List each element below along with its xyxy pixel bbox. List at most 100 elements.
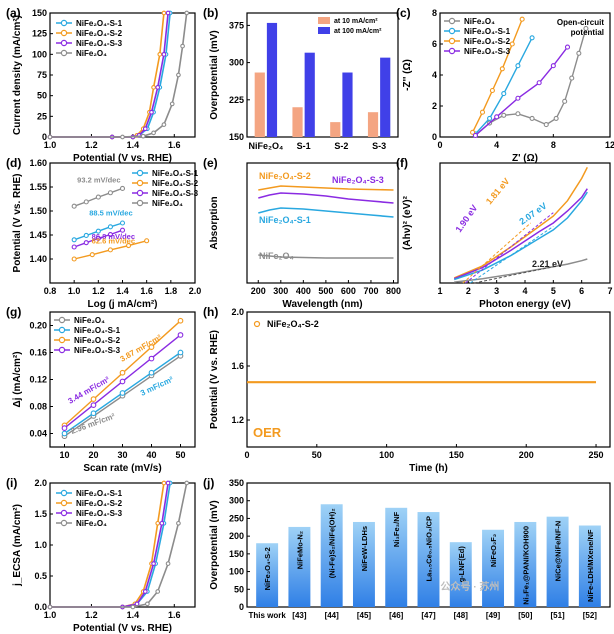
panel-label-f: (f) [396, 156, 408, 170]
legend-marker [58, 346, 66, 354]
x-tick-label: 250 [589, 450, 604, 460]
series-point [148, 369, 155, 376]
panel-label-c: (c) [396, 6, 411, 20]
x-axis-label: Wavelength (nm) [282, 299, 362, 310]
legend-marker [448, 27, 456, 35]
x-tick-label: 5 [551, 286, 556, 296]
series-point [165, 561, 171, 566]
series-point [161, 122, 167, 127]
bar-at 10 mA/cm² [292, 107, 303, 137]
x-ref-label: [50] [518, 611, 533, 620]
panel-label-a: (a) [6, 6, 21, 20]
bar-comparison [385, 507, 408, 607]
legend-marker [58, 326, 66, 334]
series-point [501, 112, 507, 118]
x-axis-label: Photon energy (eV) [479, 299, 571, 310]
x-tick-label: 50 [175, 450, 185, 460]
panel-label-e: (e) [203, 156, 218, 170]
x-tick-label: 4 [522, 286, 527, 296]
bar-at 10 mA/cm² [367, 112, 379, 137]
legend-marker [60, 519, 68, 527]
series-line-NiFe₂O₄-S-1 [258, 207, 394, 218]
bar-at 100 mA/cm² [266, 22, 278, 138]
y-tick-label: 150 [32, 8, 47, 18]
legend-marker [136, 179, 144, 187]
legend-label: NiFe₂O₄-S-3 [464, 47, 511, 56]
panel-label-h: (h) [203, 305, 218, 319]
legend-label: NiFe₂O₄ [152, 199, 183, 208]
series-point [562, 98, 568, 104]
tauc-tangent [474, 266, 554, 284]
series-point [553, 115, 559, 121]
x-tick-label: 30 [117, 450, 127, 460]
y-tick-label: 0.16 [29, 348, 47, 358]
x-tick-label: 6 [579, 286, 584, 296]
series-point [107, 224, 113, 230]
legend-label: NiFe₂O₄-S-2 [76, 29, 123, 38]
series-label: NiFe₂O₄-S-2 [259, 171, 311, 181]
band-gap-label: 2.21 eV [532, 259, 563, 269]
series-point [501, 91, 507, 97]
legend-label: at 100 mA/cm² [334, 28, 382, 35]
x-tick-label: 0 [244, 450, 249, 460]
tauc-tangent [470, 225, 554, 284]
x-tick-label: 300 [273, 286, 288, 296]
y-tick-label: 6 [432, 39, 437, 49]
x-ref-label: [44] [325, 611, 340, 620]
y-axis-label: Potential (V vs. RHE) [209, 330, 220, 429]
panel-frame-a [49, 12, 196, 138]
y-axis-label: Potential (V vs. RHE) [12, 174, 23, 273]
y-tick-label: 150 [229, 549, 244, 559]
series-point [142, 589, 148, 594]
y-tick-label: 1.5 [34, 509, 47, 519]
legend-marker [136, 169, 144, 177]
series-point [89, 252, 95, 258]
legend-marker [58, 316, 66, 324]
x-tick-label: 1.8 [165, 286, 178, 296]
legend-marker [60, 29, 68, 37]
legend-label: NiFe₂O₄-S-3 [74, 346, 121, 355]
series-point [509, 41, 515, 47]
band-gap-label: 1.90 eV [453, 203, 479, 234]
legend-swatch [318, 17, 330, 24]
series-point [119, 227, 126, 233]
bar-comparison [256, 543, 279, 607]
watermark: 公众号 · 苏州 [441, 580, 500, 593]
series-point [177, 349, 184, 356]
x-tick-label: 1.4 [127, 140, 140, 150]
legend-label: NiFe₂O₄ [464, 17, 495, 26]
y-tick-label: 0 [239, 602, 244, 612]
tafel-slope-label: 93.2 mV/dec [77, 175, 120, 184]
x-tick-label: 8 [551, 140, 556, 150]
legend-marker [60, 49, 68, 57]
bar-catalyst-label: NiFeMo-N₂ [295, 531, 304, 569]
series-point [529, 115, 535, 121]
x-tick-label: 1.4 [127, 610, 140, 620]
legend-swatch [318, 27, 330, 34]
series-point [71, 203, 77, 209]
x-ref-label: [43] [292, 611, 307, 620]
series-point [519, 16, 525, 22]
series-point [83, 240, 89, 246]
series-point [479, 109, 486, 115]
y-tick-label: 0 [42, 132, 47, 142]
series-point [107, 190, 113, 196]
series-point [543, 122, 549, 128]
y-tick-label: 1.50 [29, 206, 47, 216]
series-point [184, 10, 190, 16]
panel-label-g: (g) [6, 305, 21, 319]
annotation-open-circuit-2: potential [571, 28, 604, 37]
x-tick-label: 1 [437, 286, 442, 296]
y-tick-label: 25 [37, 111, 47, 121]
x-tick-label: 1.4 [116, 286, 129, 296]
series-point [159, 520, 165, 526]
legend-marker [448, 37, 456, 45]
x-tick-label: 200 [251, 286, 266, 296]
x-tick-label: 0 [437, 140, 442, 150]
y-tick-label: 1.60 [29, 158, 47, 168]
x-tick-label: 150 [449, 450, 464, 460]
series-point [95, 194, 101, 200]
series-point [487, 115, 493, 121]
x-ref-label: [47] [421, 611, 436, 620]
x-tick-label: 1.6 [168, 610, 181, 620]
